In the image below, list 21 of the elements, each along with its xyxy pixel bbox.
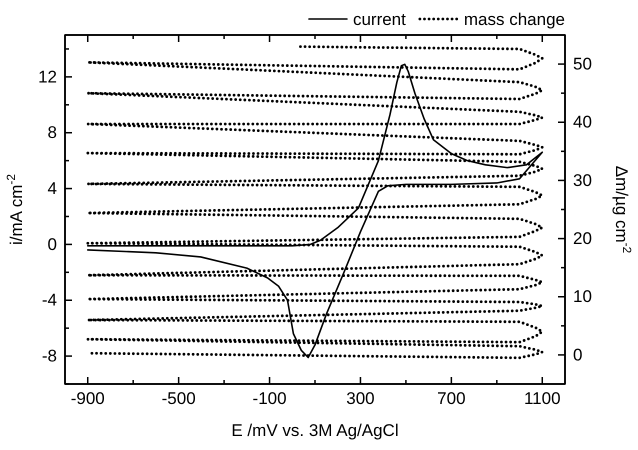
y2-tick-label: 20 <box>573 229 592 248</box>
legend-label: current <box>352 10 406 29</box>
y-tick-label: -4 <box>42 290 57 310</box>
y2-tick-label: 0 <box>573 345 582 364</box>
x-tick-label: 1100 <box>524 389 561 408</box>
y-tick-label: 0 <box>48 234 57 254</box>
x-tick-label: -500 <box>162 389 196 408</box>
y2-tick-label: 50 <box>573 54 592 74</box>
y-tick-label: 8 <box>48 123 57 142</box>
y-tick-label: 12 <box>38 67 57 86</box>
x-axis-title: E /mV vs. 3M Ag/AgCl <box>231 421 399 440</box>
y2-tick-label: 30 <box>573 170 592 190</box>
y-tick-label: -8 <box>42 346 57 366</box>
y-tick-label: 4 <box>48 179 57 198</box>
x-tick-label: -100 <box>252 389 287 408</box>
legend-label: mass change <box>464 10 565 29</box>
y2-tick-label: 10 <box>573 287 592 306</box>
x-tick-label: 700 <box>437 389 466 408</box>
x-tick-label: -900 <box>70 389 105 408</box>
x-tick-label: 300 <box>346 389 375 408</box>
y2-tick-label: 40 <box>573 112 592 132</box>
